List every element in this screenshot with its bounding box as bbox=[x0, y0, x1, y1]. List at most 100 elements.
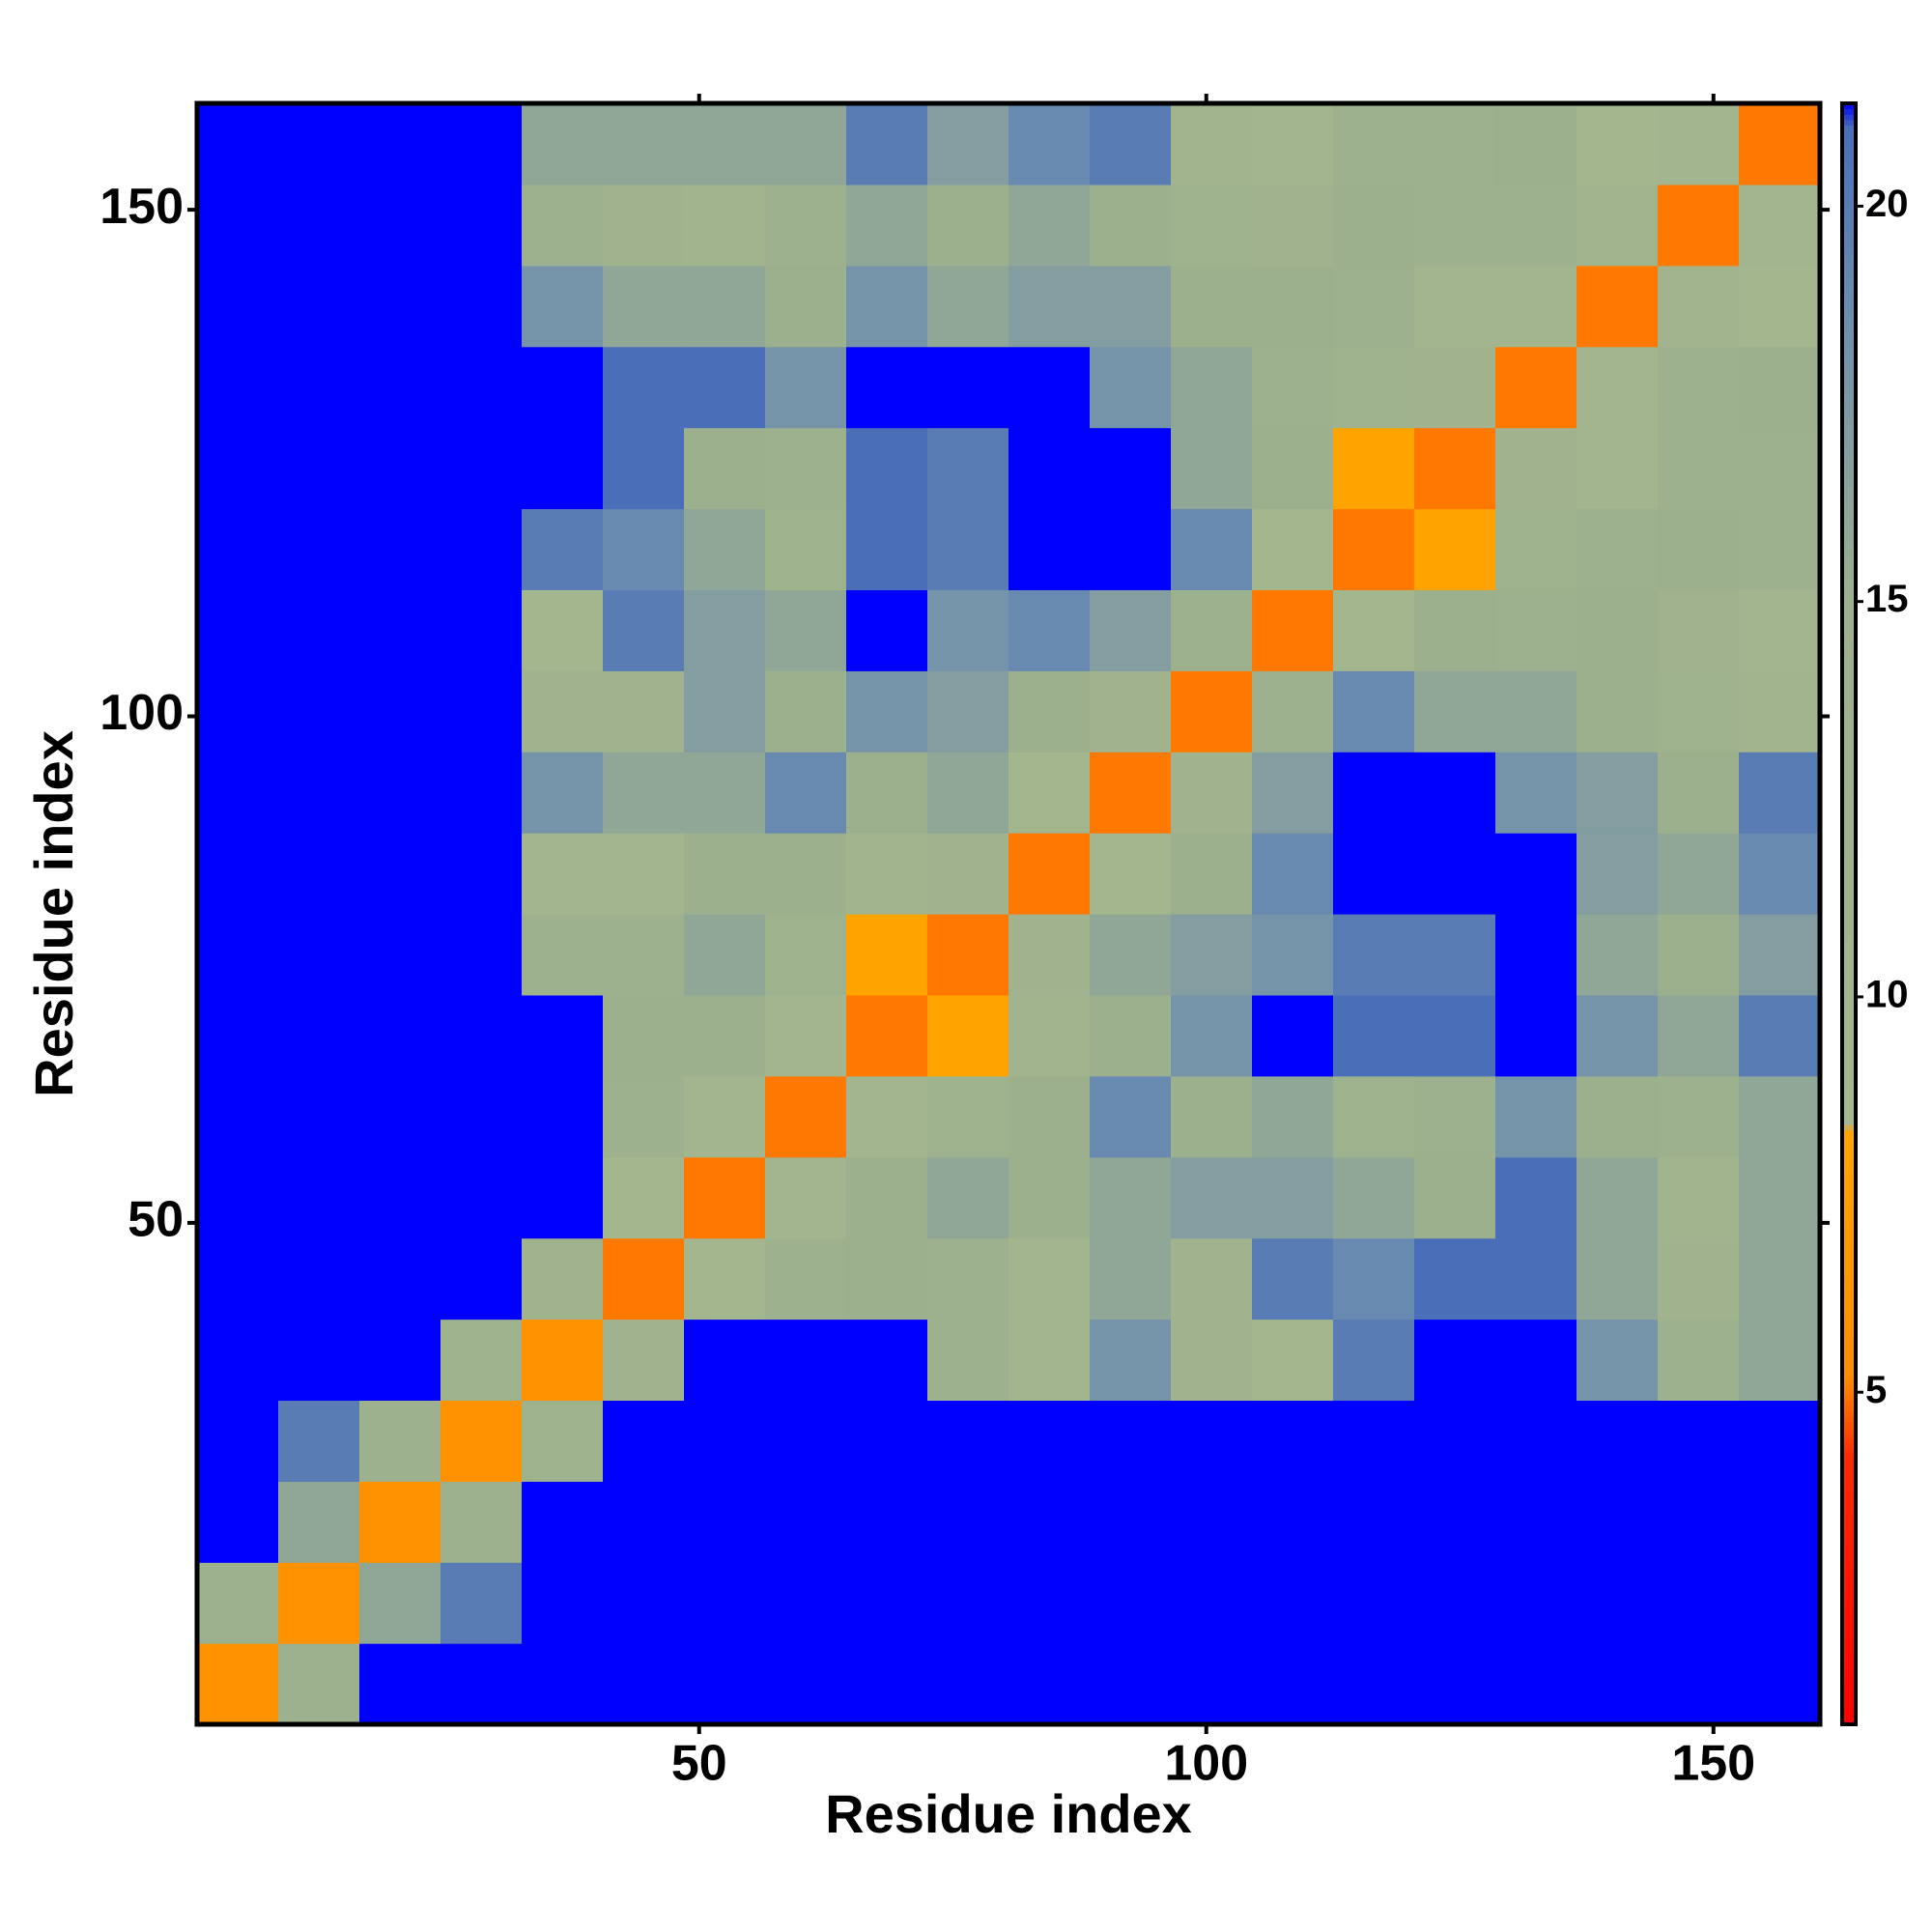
heat-cell bbox=[765, 1643, 847, 1725]
colorbar-slice bbox=[1842, 681, 1856, 688]
heat-cell bbox=[1658, 1481, 1740, 1563]
heat-cell bbox=[603, 265, 685, 348]
colorbar-slice bbox=[1842, 1421, 1856, 1428]
heat-cell bbox=[684, 1400, 766, 1482]
heat-cell bbox=[1009, 914, 1091, 996]
heat-cell bbox=[1577, 1156, 1659, 1239]
heat-cell bbox=[927, 670, 1009, 753]
heat-cell bbox=[927, 914, 1009, 996]
heat-cell bbox=[1495, 994, 1577, 1077]
heat-cell bbox=[1739, 1156, 1821, 1239]
colorbar-slice bbox=[1842, 254, 1856, 261]
heat-cell bbox=[1333, 1319, 1415, 1401]
heat-cell bbox=[1090, 994, 1172, 1077]
colorbar-slice bbox=[1842, 475, 1856, 483]
heat-cell bbox=[359, 1400, 441, 1482]
heat-cell bbox=[1658, 1237, 1740, 1321]
heat-cell bbox=[1577, 1643, 1659, 1725]
heat-cell bbox=[1090, 670, 1172, 753]
colorbar-slice bbox=[1842, 1346, 1856, 1352]
heat-cell bbox=[927, 1156, 1009, 1239]
colorbar-slice bbox=[1842, 443, 1856, 450]
heat-cell bbox=[927, 1400, 1009, 1482]
heat-cell bbox=[1333, 1400, 1415, 1482]
heat-cell bbox=[197, 1400, 279, 1482]
colorbar-slice bbox=[1842, 1610, 1856, 1617]
colorbar-slice bbox=[1842, 1373, 1856, 1379]
heat-cell bbox=[1658, 752, 1740, 834]
colorbar-slice bbox=[1842, 1583, 1856, 1590]
colorbar-slice bbox=[1842, 1719, 1856, 1725]
heat-cell bbox=[1577, 1481, 1659, 1563]
heat-cell bbox=[1414, 1400, 1496, 1482]
colorbar-slice bbox=[1842, 227, 1856, 234]
heat-cell bbox=[1658, 1156, 1740, 1239]
colorbar-slice bbox=[1842, 314, 1856, 321]
colorbar-slice bbox=[1842, 979, 1856, 985]
heat-cell bbox=[278, 1643, 360, 1725]
colorbar-slice bbox=[1842, 1124, 1856, 1131]
heat-cell bbox=[197, 346, 279, 429]
heat-cell bbox=[1577, 346, 1659, 429]
heat-cell bbox=[1739, 1481, 1821, 1563]
colorbar-slice bbox=[1842, 1508, 1856, 1515]
heat-cell bbox=[1171, 1562, 1253, 1644]
colorbar-slice bbox=[1842, 583, 1856, 590]
heat-cell bbox=[1171, 1481, 1253, 1563]
heat-cell bbox=[197, 1562, 279, 1644]
colorbar-slice bbox=[1842, 994, 1856, 1002]
heat-cell bbox=[1577, 994, 1659, 1077]
colorbar-slice bbox=[1842, 1243, 1856, 1250]
heat-cell bbox=[1658, 833, 1740, 915]
colorbar-slice bbox=[1842, 600, 1856, 607]
heat-cell bbox=[684, 752, 766, 834]
heat-cell bbox=[197, 752, 279, 834]
colorbar-slice bbox=[1842, 1324, 1856, 1331]
heat-cell bbox=[1252, 508, 1334, 590]
heat-cell bbox=[278, 589, 360, 671]
heat-cell bbox=[1333, 1237, 1415, 1321]
colorbar-slice bbox=[1842, 848, 1856, 856]
colorbar-slice bbox=[1842, 1281, 1856, 1288]
heat-cell bbox=[1171, 427, 1253, 510]
heat-cell bbox=[1739, 346, 1821, 429]
heat-cell bbox=[684, 427, 766, 510]
heat-cell bbox=[1252, 1643, 1334, 1725]
heat-cell bbox=[1171, 103, 1253, 185]
heat-cell bbox=[765, 265, 847, 348]
heat-cell bbox=[1495, 103, 1577, 185]
heat-cell bbox=[1333, 346, 1415, 429]
heat-cell bbox=[1577, 265, 1659, 348]
colorbar-slice bbox=[1842, 962, 1856, 969]
colorbar-slice bbox=[1842, 752, 1856, 758]
colorbar-slice bbox=[1842, 1448, 1856, 1455]
heat-cell bbox=[603, 427, 685, 510]
heat-cell bbox=[765, 589, 847, 671]
colorbar-slice bbox=[1842, 665, 1856, 671]
heat-cell bbox=[846, 1156, 928, 1239]
heat-cell bbox=[278, 1156, 360, 1239]
heat-cell bbox=[197, 1643, 279, 1725]
heat-cell bbox=[440, 670, 523, 753]
colorbar-slice bbox=[1842, 897, 1856, 904]
heat-cell bbox=[440, 752, 523, 834]
heat-cell bbox=[1414, 994, 1496, 1077]
heat-cell bbox=[1333, 589, 1415, 671]
colorbar-slice bbox=[1842, 1432, 1856, 1439]
heat-cell bbox=[1252, 994, 1334, 1077]
heat-cell bbox=[359, 508, 441, 590]
colorbar-slice bbox=[1842, 1475, 1856, 1482]
heat-cell bbox=[1739, 994, 1821, 1077]
heat-cell bbox=[1171, 1075, 1253, 1158]
colorbar-slice bbox=[1842, 156, 1856, 164]
colorbar-slice bbox=[1842, 956, 1856, 963]
colorbar-slice bbox=[1842, 767, 1856, 775]
heat-cell bbox=[765, 1481, 847, 1563]
heat-cell bbox=[1414, 103, 1496, 185]
heat-cell bbox=[846, 1075, 928, 1158]
colorbar-slice bbox=[1842, 275, 1856, 283]
colorbar-slice bbox=[1842, 260, 1856, 267]
colorbar-slice bbox=[1842, 1562, 1856, 1569]
heat-cell bbox=[1252, 914, 1334, 996]
heat-cell bbox=[684, 1319, 766, 1401]
